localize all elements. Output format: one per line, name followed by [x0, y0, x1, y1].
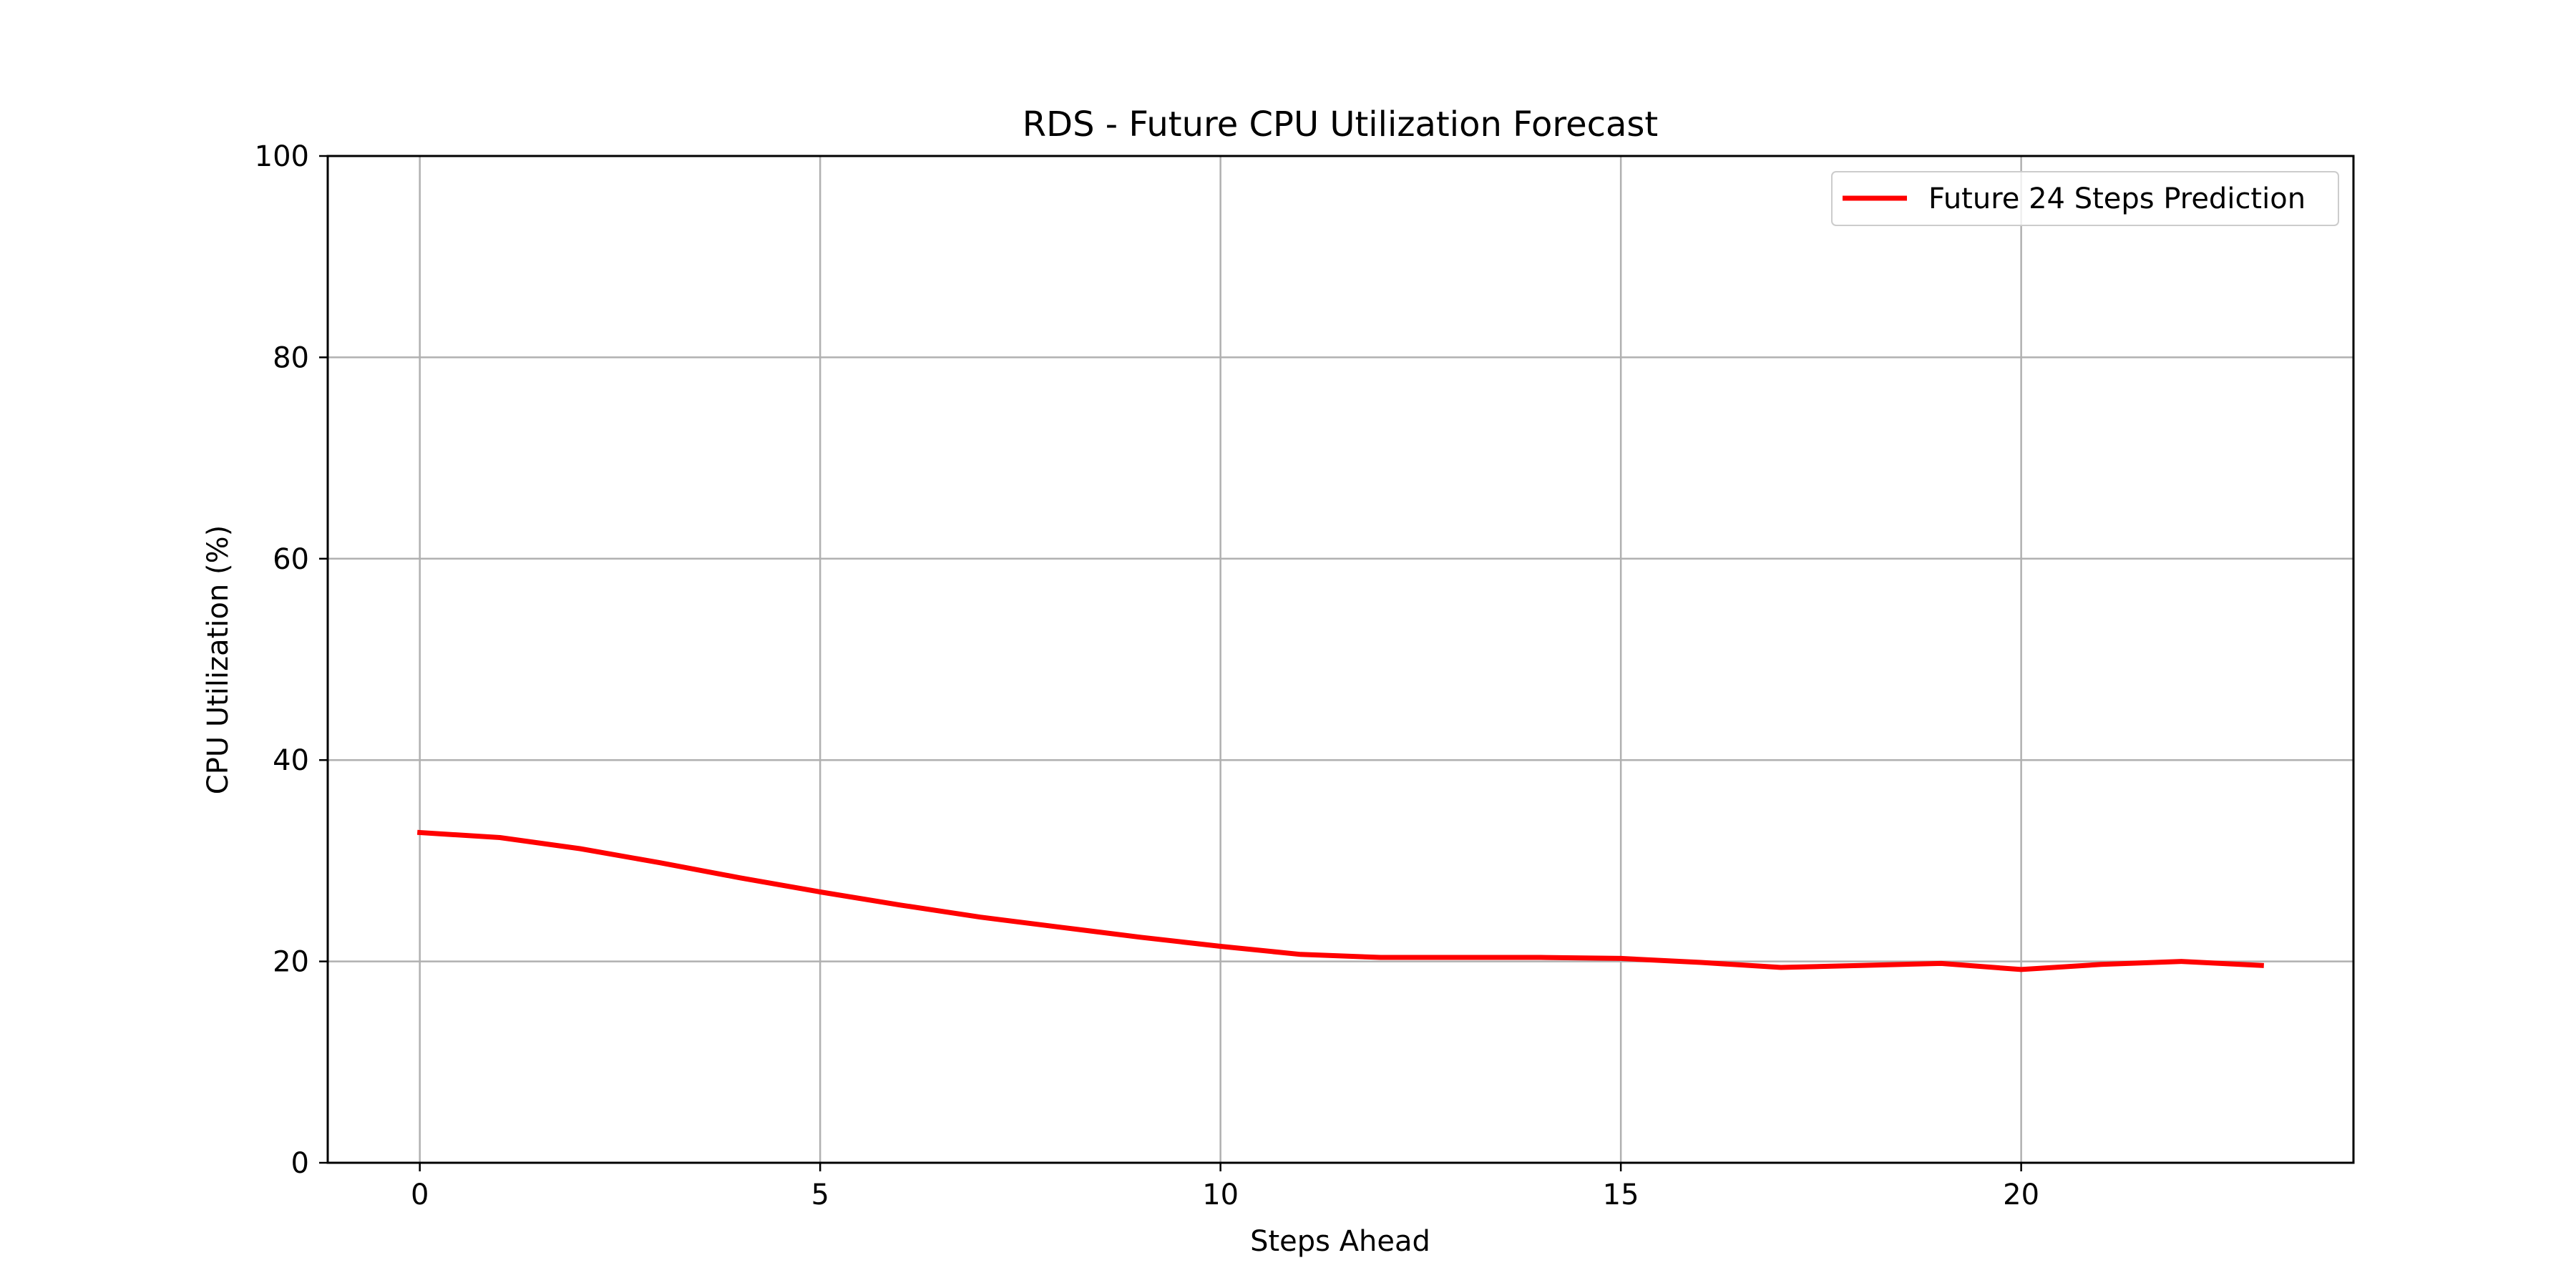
y-tick-label: 100: [255, 140, 309, 173]
x-tick-label: 15: [1603, 1179, 1639, 1211]
y-tick-label: 40: [273, 744, 309, 777]
plot-area-frame: [326, 155, 2355, 1164]
legend-label: Future 24 Steps Prediction: [1928, 182, 2306, 215]
chart-title: RDS - Future CPU Utilization Forecast: [1023, 104, 1658, 145]
y-axis-label: CPU Utilization (%): [202, 525, 235, 794]
x-axis-label: Steps Ahead: [1250, 1225, 1430, 1258]
x-tick-label: 10: [1202, 1179, 1239, 1211]
series-line: [416, 829, 2264, 972]
y-axis-ticks: 0 20 40 60 80 100: [255, 140, 328, 1180]
y-tick-label: 80: [273, 341, 309, 374]
legend-box: [1831, 171, 2339, 226]
y-tick-label: 20: [273, 946, 309, 979]
x-tick-label: 5: [811, 1179, 829, 1211]
legend: Future 24 Steps Prediction: [1831, 171, 2339, 226]
y-tick-label: 0: [291, 1147, 309, 1180]
series-layer: [416, 829, 2264, 972]
x-tick-label: 0: [411, 1179, 429, 1211]
y-tick-label: 60: [273, 543, 309, 576]
x-axis-ticks: 0 5 10 15 20: [411, 1163, 2039, 1211]
x-tick-label: 20: [2003, 1179, 2039, 1211]
plot-area-background: [328, 156, 2353, 1163]
